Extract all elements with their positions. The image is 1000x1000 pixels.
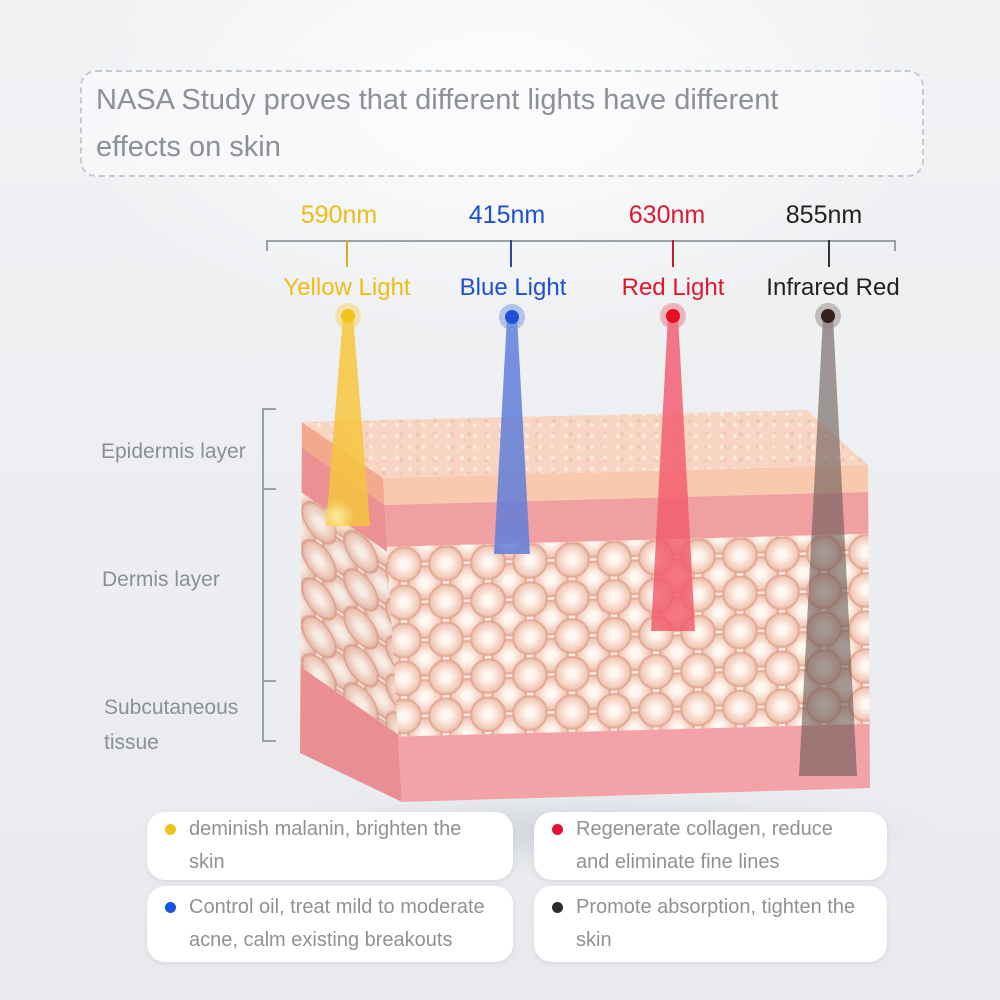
title-box: NASA Study proves that different lights …	[80, 70, 924, 177]
light-name-yellow: Yellow Light	[283, 274, 411, 301]
legend-box-yellow: deminish malanin, brighten the skin	[147, 812, 513, 880]
legend-box-infrared: Promote absorption, tighten the skin	[534, 886, 887, 962]
ruler-right-end-tick	[894, 240, 896, 251]
ruler-left-end-tick	[266, 240, 268, 251]
layer-bracket	[262, 408, 264, 742]
wavelength-label-yellow: 590nm	[300, 201, 378, 229]
dermis-band	[383, 533, 870, 737]
legend-text-yellow: deminish malanin, brighten the skin	[189, 818, 462, 873]
legend-text-blue: Control oil, treat mild to moderate acne…	[189, 896, 485, 951]
red-bullet-icon	[552, 824, 563, 835]
black-bullet-icon	[552, 902, 563, 913]
page-title: NASA Study proves that different lights …	[96, 84, 779, 163]
subcutaneous-band	[383, 723, 870, 802]
legend-text-red: Regenerate collagen, reduce and eliminat…	[576, 818, 833, 873]
spectrum-ruler-line	[266, 240, 896, 242]
bracket-tick-epidermis-dermis	[263, 488, 276, 490]
legend-box-red: Regenerate collagen, reduce and eliminat…	[534, 812, 887, 880]
light-name-blue: Blue Light	[459, 274, 567, 301]
layer-label-dermis: Dermis layer	[102, 568, 220, 591]
yellow-bullet-icon	[165, 824, 176, 835]
light-name-infrared: Infrared Red	[766, 274, 900, 301]
legend-box-blue: Control oil, treat mild to moderate acne…	[147, 886, 513, 962]
light-name-red: Red Light	[621, 274, 725, 301]
bracket-tick-top	[263, 408, 276, 410]
yellow-light-dot-icon	[341, 309, 355, 323]
skin-block-top-face	[302, 410, 868, 478]
layer-label-subcutaneous: Subcutaneous tissue	[104, 696, 239, 754]
yellow-beam-glow	[320, 499, 354, 533]
spectrum-tick-red	[672, 240, 674, 267]
wavelength-label-blue: 415nm	[468, 201, 546, 229]
wavelength-label-infrared: 855nm	[785, 201, 863, 229]
bracket-tick-bottom	[263, 740, 276, 742]
blue-light-dot-icon	[505, 310, 519, 324]
legend-text-infrared: Promote absorption, tighten the skin	[576, 896, 856, 951]
wavelength-label-red: 630nm	[628, 201, 706, 229]
bracket-tick-dermis-subcutaneous	[263, 680, 276, 682]
spectrum-tick-yellow	[346, 240, 348, 267]
skin-block-diagram	[290, 400, 900, 850]
spectrum-tick-infrared	[828, 240, 830, 267]
blue-bullet-icon	[165, 902, 176, 913]
infrared-light-dot-icon	[821, 309, 835, 323]
layer-label-epidermis: Epidermis layer	[101, 440, 246, 463]
spectrum-tick-blue	[510, 240, 512, 267]
red-light-dot-icon	[666, 309, 680, 323]
